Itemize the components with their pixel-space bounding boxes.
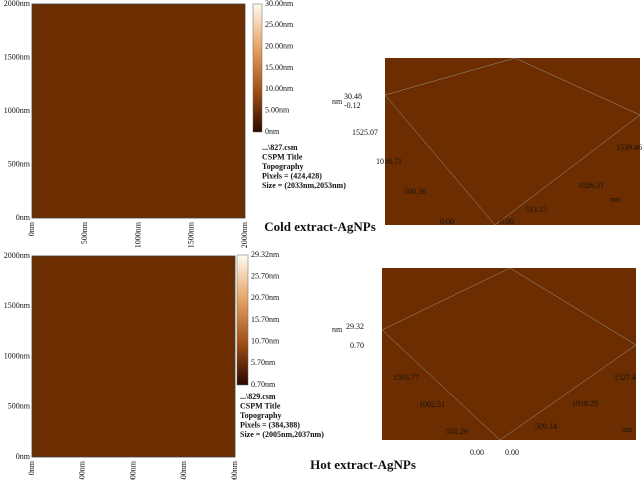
z-min: 0.70	[350, 341, 364, 350]
xy-unit: nm	[610, 195, 621, 204]
info-text: Topography	[262, 162, 304, 171]
surface-3d	[385, 58, 640, 225]
z-unit: nm	[332, 325, 343, 334]
colorbar-label: 25.70nm	[251, 271, 280, 280]
y-tick-label: 1500nm	[4, 301, 31, 310]
colorbar-label: 15.00nm	[265, 63, 294, 72]
z-unit: nm	[332, 97, 343, 106]
y-tick-label: 500nm	[8, 402, 31, 411]
info-text: CSPM Title	[262, 152, 303, 161]
info-text: Pixels = (424,428)	[262, 171, 322, 180]
x-tick-label: 2000nm	[240, 221, 249, 248]
axis-3d-label: 501.26	[446, 427, 468, 436]
axis-3d-label: 1026.31	[578, 181, 604, 190]
x-tick-label: 1000nm	[133, 221, 142, 248]
y-tick-label: 500nm	[8, 159, 31, 168]
colorbar	[237, 255, 248, 385]
info-text: Size = (2033nm,2053nm)	[262, 181, 346, 190]
afm-image	[32, 4, 245, 218]
x-tick-label: 1000nm	[128, 460, 137, 480]
axis-3d-label: 1539.46	[616, 143, 642, 152]
x-tick-label: 500nm	[78, 460, 87, 480]
info-text: Pixels = (384,388)	[240, 420, 300, 429]
colorbar-label: 5.70nm	[251, 358, 276, 367]
caption: Cold extract-AgNPs	[264, 219, 376, 234]
colorbar-label: 15.70nm	[251, 315, 280, 324]
figure: 2000nm1500nm1000nm500nm0nm0nm500nm1000nm…	[0, 0, 643, 480]
x-tick-label: 0nm	[27, 460, 36, 475]
colorbar-label: 29.32nm	[251, 250, 280, 259]
axis-3d-label: 1503.77	[393, 373, 419, 382]
x-tick-label: 2000nm	[230, 460, 239, 480]
surface-3d	[382, 268, 636, 440]
colorbar-label: 10.00nm	[265, 84, 294, 93]
info-text: ...\827.csm	[262, 143, 298, 152]
axis-3d-label: 1016.71	[376, 157, 402, 166]
colorbar	[253, 4, 262, 132]
colorbar-label: 0.70nm	[251, 380, 276, 389]
z-max: 29.32	[346, 322, 364, 331]
info-text: Size = (2005nm,2037nm)	[240, 430, 324, 439]
y-tick-label: 1000nm	[4, 351, 31, 360]
axis-3d-label: 1525.07	[352, 128, 378, 137]
x-tick-label: 1500nm	[187, 221, 196, 248]
x-tick-label: 500nm	[80, 221, 89, 244]
axis-3d-label: 513.15	[525, 205, 547, 214]
x-tick-label: 0nm	[27, 221, 36, 236]
y-tick-label: 0nm	[16, 213, 31, 222]
axis-3d-label: 1002.51	[419, 400, 445, 409]
axis-3d-label: 0.00	[470, 448, 484, 457]
colorbar-label: 20.00nm	[265, 41, 294, 50]
colorbar-label: 10.70nm	[251, 336, 280, 345]
colorbar-label: 20.70nm	[251, 293, 280, 302]
info-text: ...\829.csm	[240, 392, 276, 401]
y-tick-label: 0nm	[16, 452, 31, 461]
y-tick-label: 1500nm	[4, 52, 31, 61]
y-tick-label: 2000nm	[4, 0, 31, 8]
z-min: -0.12	[344, 101, 361, 110]
z-max: 30.48	[344, 92, 362, 101]
axis-3d-label: 0.00	[500, 217, 514, 226]
info-text: CSPM Title	[240, 401, 281, 410]
axis-3d-label: 1018.29	[572, 399, 598, 408]
colorbar-label: 5.00nm	[265, 105, 290, 114]
axis-3d-label: 508.36	[404, 187, 426, 196]
x-tick-label: 1500nm	[179, 460, 188, 480]
xy-unit: nm	[622, 425, 633, 434]
info-text: Topography	[240, 411, 282, 420]
y-tick-label: 1000nm	[4, 106, 31, 115]
axis-3d-label: 1527.4	[614, 373, 636, 382]
axis-3d-label: 0.00	[440, 217, 454, 226]
colorbar-label: 25.00nm	[265, 20, 294, 29]
axis-3d-label: 509.14	[535, 422, 557, 431]
axis-3d-label: 0.00	[505, 448, 519, 457]
afm-image	[32, 256, 235, 457]
colorbar-label: 0nm	[265, 127, 280, 136]
y-tick-label: 2000nm	[4, 251, 31, 260]
colorbar-label: 30.00nm	[265, 0, 294, 8]
caption: Hot extract-AgNPs	[310, 457, 416, 472]
